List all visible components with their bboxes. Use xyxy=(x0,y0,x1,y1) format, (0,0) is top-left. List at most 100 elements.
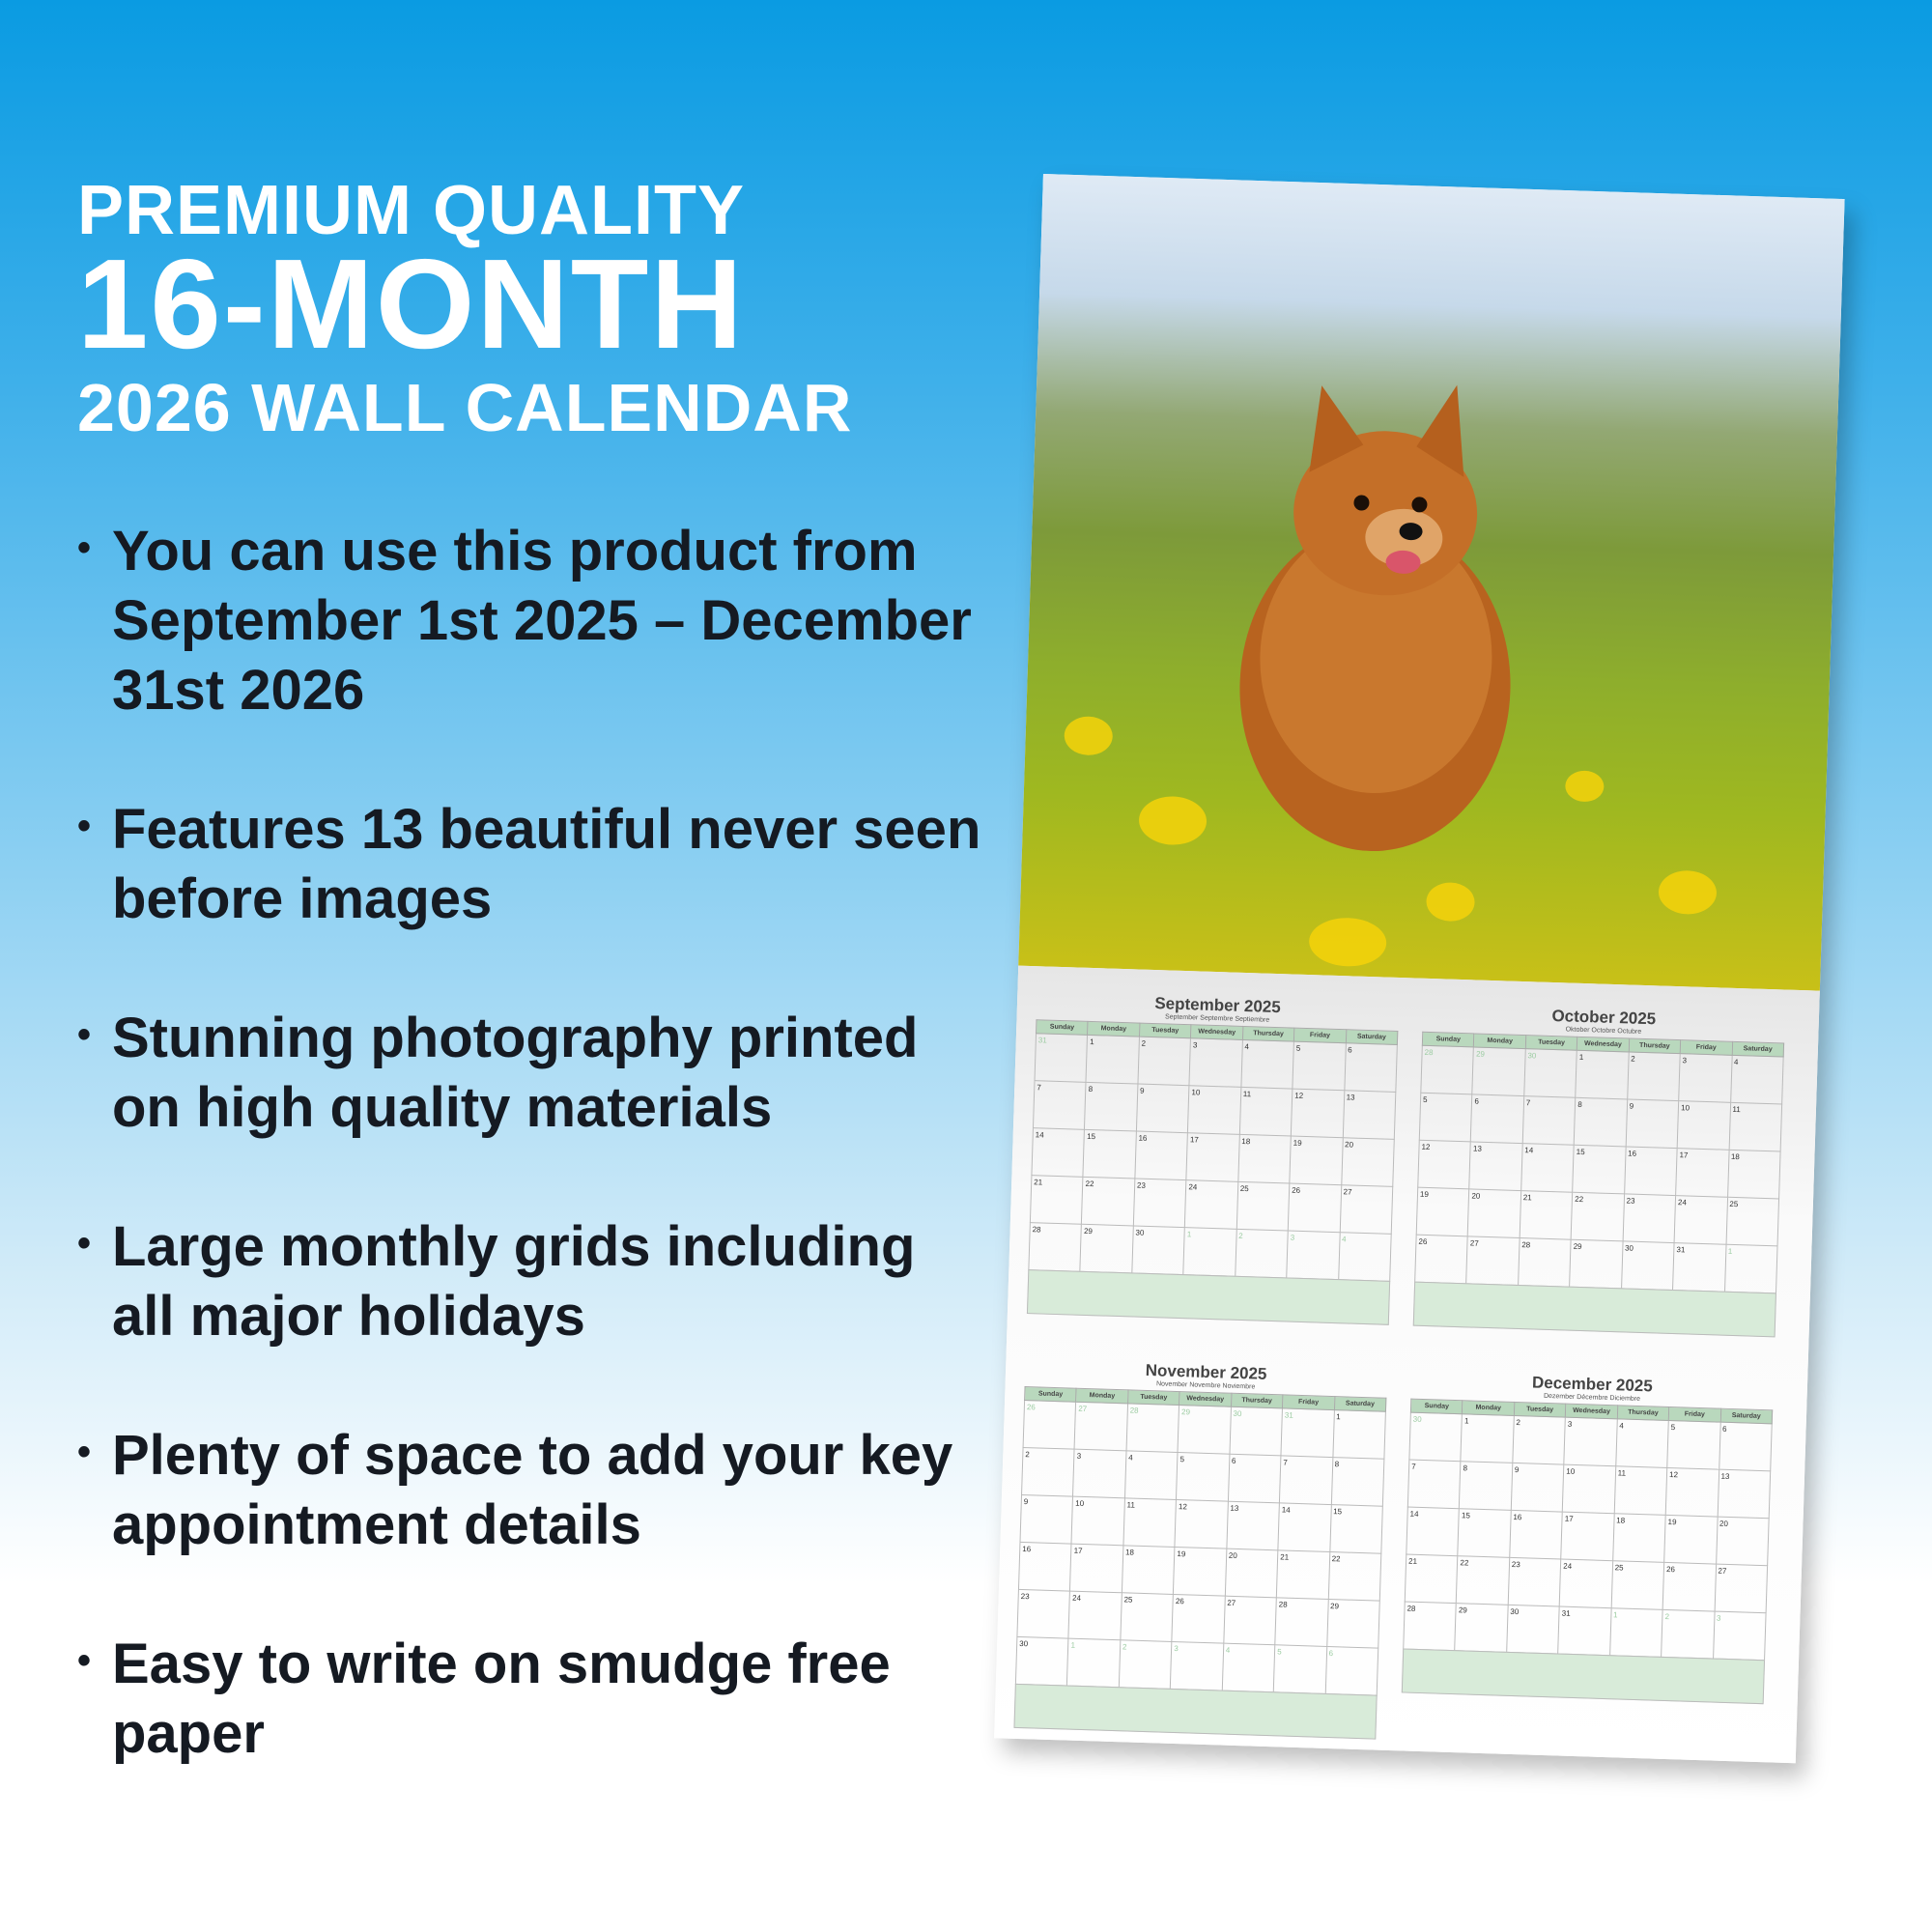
day-cell: 30 xyxy=(1015,1636,1069,1687)
dog-photo xyxy=(1018,174,1845,991)
day-cell: 11 xyxy=(1728,1102,1782,1151)
day-cell: 6 xyxy=(1228,1454,1282,1503)
day-cell: 12 xyxy=(1665,1467,1719,1518)
day-cell: 13 xyxy=(1226,1501,1280,1550)
headline-16-month: 16-MONTH xyxy=(77,233,745,375)
day-cell: 16 xyxy=(1134,1131,1188,1180)
feature-list: You can use this product from September … xyxy=(77,513,985,1838)
day-cell: 17 xyxy=(1675,1148,1729,1198)
day-cell: 5 xyxy=(1176,1452,1230,1502)
day-cell: 28 xyxy=(1274,1597,1328,1647)
day-cell: 15 xyxy=(1083,1129,1137,1179)
day-cell: 11 xyxy=(1239,1087,1293,1137)
day-cell: 7 xyxy=(1407,1460,1462,1509)
day-cell: 6 xyxy=(1719,1422,1773,1471)
day-cell: 3 xyxy=(1189,1037,1243,1088)
day-cell: 12 xyxy=(1417,1140,1471,1189)
day-cell: 23 xyxy=(1133,1178,1187,1228)
day-cell: 9 xyxy=(1136,1084,1190,1133)
day-cell: 2 xyxy=(1235,1229,1289,1278)
day-cell: 16 xyxy=(1624,1146,1678,1196)
day-cell: 10 xyxy=(1187,1085,1241,1135)
day-cell: 24 xyxy=(1674,1195,1728,1245)
day-cell: 30 xyxy=(1229,1406,1283,1456)
day-cell: 19 xyxy=(1416,1187,1470,1236)
day-cell: 25 xyxy=(1236,1181,1290,1231)
day-cell: 8 xyxy=(1459,1461,1513,1511)
day-cell: 10 xyxy=(1071,1496,1125,1546)
day-cell: 29 xyxy=(1472,1046,1526,1096)
day-cell: 15 xyxy=(1458,1508,1512,1558)
day-cell: 8 xyxy=(1084,1082,1138,1132)
day-cell: 4 xyxy=(1615,1418,1669,1468)
day-cell: 5 xyxy=(1419,1093,1473,1142)
day-cell: 23 xyxy=(1016,1589,1070,1639)
day-cell: 19 xyxy=(1663,1515,1718,1565)
day-cell: 20 xyxy=(1467,1188,1521,1238)
day-cell: 29 xyxy=(1178,1405,1232,1455)
day-cell: 16 xyxy=(1509,1510,1563,1560)
day-cell: 17 xyxy=(1186,1132,1240,1182)
day-cell: 3 xyxy=(1564,1417,1617,1466)
day-cell: 1 xyxy=(1724,1244,1778,1293)
month-grid: December 2025 Dezember Décembre Diciembre… xyxy=(1401,1370,1774,1705)
day-cell: 16 xyxy=(1018,1542,1072,1592)
day-cell: 6 xyxy=(1324,1646,1378,1696)
day-cell: 3 xyxy=(1170,1641,1224,1691)
day-cell: 24 xyxy=(1068,1591,1122,1640)
day-cell: 13 xyxy=(1717,1469,1771,1519)
day-cell: 31 xyxy=(1281,1407,1334,1458)
day-cell: 8 xyxy=(1574,1097,1628,1147)
day-cell: 19 xyxy=(1289,1136,1343,1185)
day-cell: 25 xyxy=(1120,1592,1174,1642)
day-cell: 31 xyxy=(1672,1242,1726,1293)
month-grid: September 2025 September Septembre Septie… xyxy=(1026,990,1399,1325)
day-cell: 1 xyxy=(1609,1607,1663,1658)
day-cell: 15 xyxy=(1329,1504,1383,1554)
day-cell: 18 xyxy=(1612,1513,1666,1563)
day-cell: 17 xyxy=(1069,1544,1123,1593)
day-cell: 10 xyxy=(1562,1464,1616,1514)
headline: PREMIUM QUALITY 16-MONTH 2026 WALL CALEN… xyxy=(77,174,852,454)
day-cell: 29 xyxy=(1569,1239,1623,1289)
day-cell: 18 xyxy=(1237,1134,1292,1184)
month-grid: October 2025 Oktober Octobre Octubre Sunda… xyxy=(1412,1003,1785,1338)
day-cell: 2 xyxy=(1627,1051,1681,1101)
day-cell: 22 xyxy=(1081,1177,1135,1226)
day-cell: 30 xyxy=(1131,1225,1185,1275)
day-cell: 21 xyxy=(1405,1554,1459,1604)
day-cell: 15 xyxy=(1572,1145,1626,1194)
day-cell: 28 xyxy=(1028,1222,1082,1272)
day-cell: 23 xyxy=(1508,1557,1561,1607)
day-cell: 23 xyxy=(1622,1193,1676,1243)
day-cell: 28 xyxy=(1420,1045,1474,1094)
day-cell: 22 xyxy=(1456,1555,1510,1605)
day-cell: 19 xyxy=(1173,1547,1227,1597)
day-cell: 26 xyxy=(1172,1594,1226,1644)
day-cell: 9 xyxy=(1019,1494,1073,1545)
day-cell: 27 xyxy=(1714,1564,1768,1613)
day-cell: 12 xyxy=(1175,1499,1229,1549)
pomeranian-image xyxy=(1239,384,1511,852)
day-cell: 25 xyxy=(1725,1197,1779,1246)
day-cell: 4 xyxy=(1338,1232,1392,1282)
day-cell: 2 xyxy=(1137,1037,1191,1086)
day-cell: 13 xyxy=(1342,1090,1396,1140)
day-cell: 18 xyxy=(1727,1150,1781,1199)
day-cell: 21 xyxy=(1276,1549,1330,1600)
day-cell: 24 xyxy=(1559,1559,1613,1608)
day-cell: 30 xyxy=(1621,1240,1675,1291)
day-cell: 30 xyxy=(1523,1048,1577,1098)
day-cell: 1 xyxy=(1332,1409,1386,1460)
day-cell: 26 xyxy=(1288,1183,1342,1233)
day-cell: 14 xyxy=(1406,1507,1460,1556)
day-cell: 28 xyxy=(1125,1403,1179,1453)
day-cell: 7 xyxy=(1279,1455,1333,1505)
day-cell: 26 xyxy=(1023,1400,1077,1450)
feature-item: Features 13 beautiful never seen before … xyxy=(77,791,985,934)
day-cell: 2 xyxy=(1512,1415,1566,1465)
day-cell: 5 xyxy=(1292,1041,1346,1091)
day-cell: 1 xyxy=(1576,1050,1629,1099)
day-cell: 11 xyxy=(1122,1497,1177,1548)
day-cell: 14 xyxy=(1277,1502,1331,1552)
